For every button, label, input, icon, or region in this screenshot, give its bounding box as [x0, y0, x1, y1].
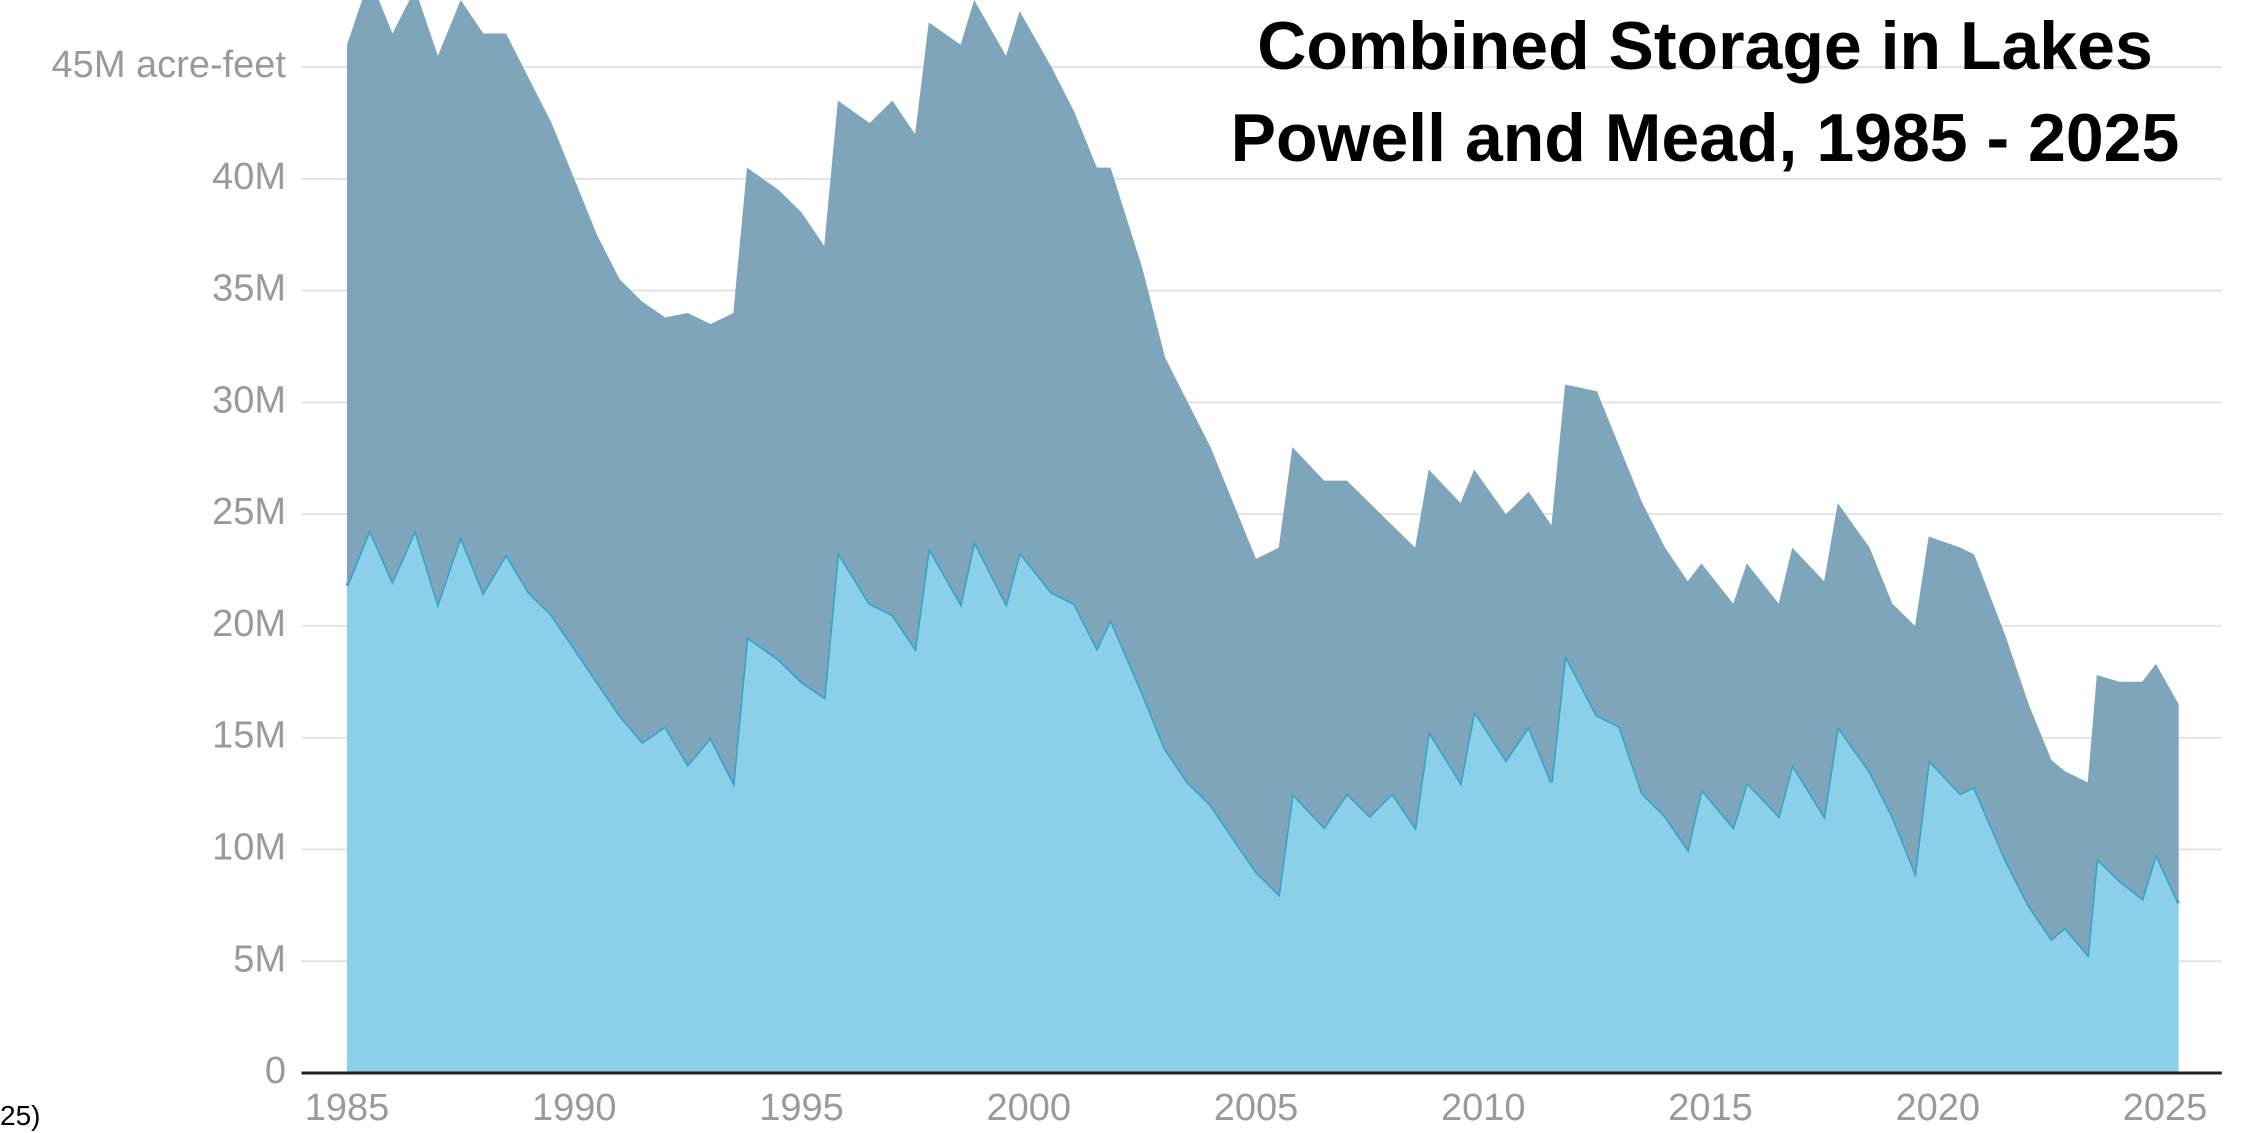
y-tick-label: 5M: [233, 938, 286, 980]
area: [347, 529, 2179, 1073]
areas: [345, 0, 2181, 1073]
y-tick-label: 40M: [212, 156, 286, 198]
y-tick-label: 0: [265, 1050, 286, 1092]
y-tick-label: 25M: [212, 491, 286, 533]
y-tick-label: 45M acre-feet: [52, 44, 287, 86]
x-tick-label: 1990: [532, 1087, 617, 1129]
x-tick-label: 2015: [1668, 1087, 1753, 1129]
y-tick-label: 20M: [212, 603, 286, 645]
y-tick-label: 15M: [212, 715, 286, 757]
y-tick-label: 10M: [212, 826, 286, 868]
chart-title: Combined Storage in Lakes Powell and Mea…: [1230, 8, 2180, 176]
x-tick-label: 1985: [305, 1087, 390, 1129]
x-tick-label: 2025: [2123, 1087, 2208, 1129]
y-tick-label: 30M: [212, 379, 286, 421]
x-tick-label: 2000: [986, 1087, 1071, 1129]
area: [347, 0, 2179, 955]
x-tick-label: 2020: [1895, 1087, 1980, 1129]
y-tick-label: 35M: [212, 268, 286, 310]
source-note: 25): [0, 1100, 41, 1131]
x-tick-label: 2010: [1441, 1087, 1526, 1129]
x-tick-label: 1995: [759, 1087, 844, 1129]
x-tick-label: 2005: [1214, 1087, 1299, 1129]
